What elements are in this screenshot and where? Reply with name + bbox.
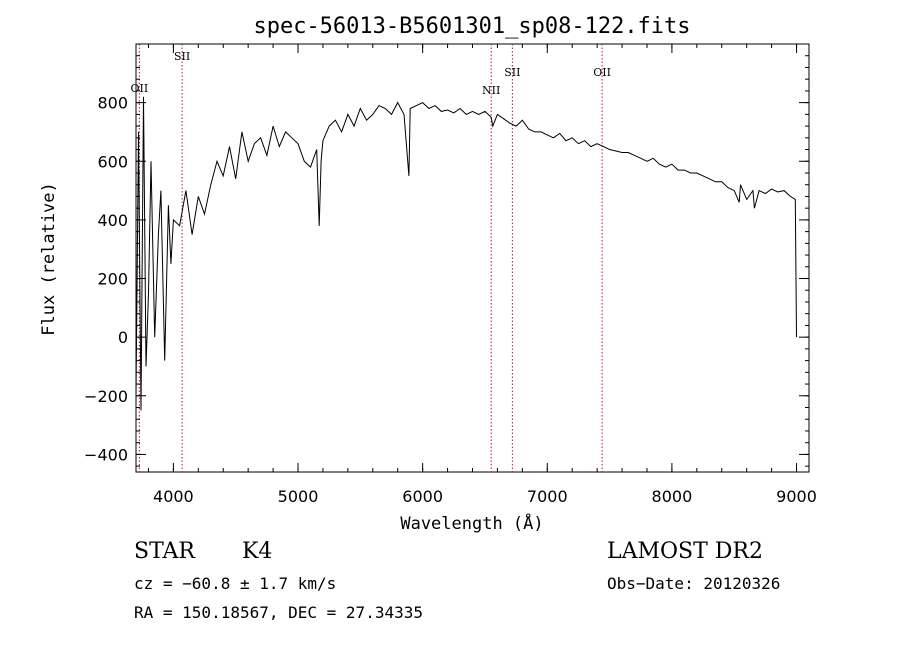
emission-line-label: NII [482, 84, 500, 97]
x-tick-label: 7000 [527, 487, 568, 506]
emission-line-label: OII [131, 82, 149, 95]
emission-line-label: OII [593, 66, 611, 79]
x-tick-label: 8000 [652, 487, 693, 506]
observation-date: Obs−Date: 20120326 [607, 574, 781, 593]
x-tick-label: 5000 [278, 487, 319, 506]
emission-line-label: SII [174, 50, 190, 63]
object-subclass: K4 [242, 539, 273, 564]
object-class: STAR [134, 539, 195, 564]
survey-name: LAMOST DR2 [607, 539, 763, 564]
x-tick-label: 6000 [402, 487, 443, 506]
plot-frame [135, 43, 810, 473]
coordinates-readout: RA = 150.18567, DEC = 27.34335 [134, 603, 423, 622]
y-tick-label: 600 [97, 152, 128, 171]
y-axis-label: Flux (relative) [39, 182, 59, 336]
emission-line-label: SII [504, 66, 520, 79]
x-axis-label: Wavelength (Å) [400, 512, 543, 534]
chart-title: spec-56013-B5601301_sp08-122.fits [253, 14, 690, 39]
y-tick-label: 0 [118, 328, 128, 347]
x-tick-label: 4000 [153, 487, 194, 506]
y-tick-label: −200 [84, 387, 128, 406]
spectrum-line [135, 96, 797, 411]
x-tick-label: 9000 [776, 487, 817, 506]
redshift-readout: cz = −60.8 ± 1.7 km/s [134, 574, 337, 593]
y-tick-label: 200 [97, 270, 128, 289]
y-tick-label: −400 [84, 445, 128, 464]
y-tick-label: 400 [97, 211, 128, 230]
y-tick-label: 800 [97, 94, 128, 113]
